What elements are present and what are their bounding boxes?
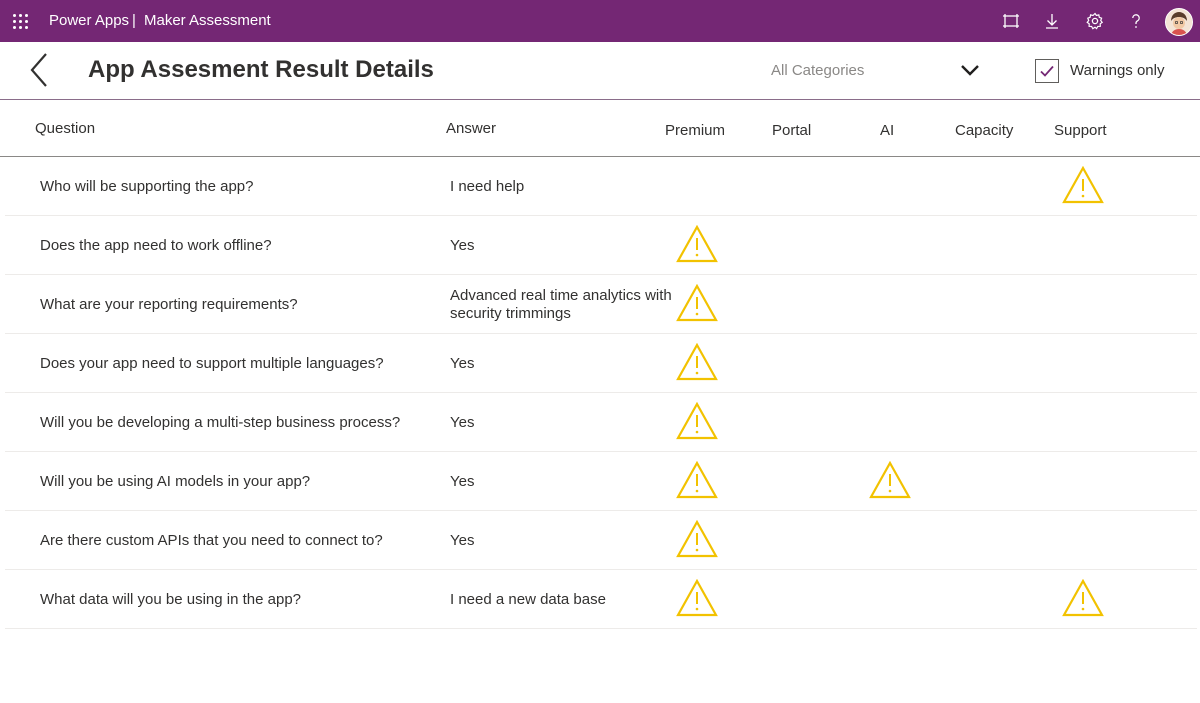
- warning-icon: [676, 343, 718, 381]
- page-title: App Assesment Result Details: [88, 56, 434, 83]
- chevron-down-icon[interactable]: [960, 62, 980, 78]
- table-header: Question Answer Premium Portal AI Capaci…: [0, 99, 1200, 157]
- question-cell: Who will be supporting the app?: [40, 178, 254, 195]
- table-row[interactable]: Are there custom APIs that you need to c…: [5, 511, 1197, 570]
- app-name[interactable]: Power Apps: [49, 12, 130, 29]
- question-cell: Will you be using AI models in your app?: [40, 473, 311, 490]
- answer-cell: I need a new data base: [450, 591, 606, 608]
- table-row[interactable]: Will you be developing a multi-step busi…: [5, 393, 1197, 452]
- answer-cell: I need help: [450, 178, 525, 195]
- warning-icon: [676, 520, 718, 558]
- page-header: App Assesment Result Details All Categor…: [0, 42, 1200, 100]
- category-select-value: All Categories: [771, 62, 865, 79]
- warning-icon: [676, 284, 718, 322]
- gear-icon[interactable]: [1085, 11, 1105, 31]
- answer-cell: Yes: [450, 473, 475, 490]
- answer-cell: Advanced real time analytics with securi…: [450, 287, 672, 322]
- table-row[interactable]: What are your reporting requirements? Adv…: [5, 275, 1197, 334]
- table-row[interactable]: What data will you be using in the app? I…: [5, 570, 1197, 629]
- download-icon[interactable]: [1042, 11, 1062, 31]
- question-cell: Will you be developing a multi-step busi…: [40, 414, 401, 431]
- question-cell: What data will you be using in the app?: [40, 591, 301, 608]
- warning-icon: [676, 402, 718, 440]
- answer-cell: Yes: [450, 355, 475, 372]
- title-separator: |: [132, 12, 136, 29]
- table-row[interactable]: Does the app need to work offline? Yes: [5, 216, 1197, 275]
- table-row[interactable]: Who will be supporting the app? I need he…: [5, 157, 1197, 216]
- warning-icon: [676, 461, 718, 499]
- column-header-portal: Portal: [772, 122, 812, 139]
- column-header-ai: AI: [880, 122, 895, 139]
- column-header-capacity: Capacity: [955, 122, 1014, 139]
- column-header-premium: Premium: [665, 122, 726, 139]
- back-arrow-icon[interactable]: [26, 51, 54, 89]
- avatar[interactable]: [1165, 8, 1193, 36]
- answer-cell: Yes: [450, 414, 475, 431]
- category-select[interactable]: All Categories: [770, 52, 985, 90]
- question-cell: Are there custom APIs that you need to c…: [40, 532, 383, 549]
- warning-icon: [869, 461, 911, 499]
- warning-icon: [676, 225, 718, 263]
- answer-cell: Yes: [450, 237, 475, 254]
- app-bar: Power Apps | Maker Assessment: [0, 0, 1200, 42]
- question-cell: What are your reporting requirements?: [40, 296, 298, 313]
- answer-cell: Yes: [450, 532, 475, 549]
- warnings-only-checkbox[interactable]: [1035, 59, 1059, 83]
- question-cell: Does your app need to support multiple l…: [40, 355, 384, 372]
- warnings-only-label: Warnings only: [1070, 62, 1165, 79]
- question-cell: Does the app need to work offline?: [40, 237, 272, 254]
- table-row[interactable]: Does your app need to support multiple l…: [5, 334, 1197, 393]
- column-header-support: Support: [1054, 122, 1107, 139]
- warning-icon: [676, 579, 718, 617]
- waffle-icon[interactable]: [13, 14, 28, 29]
- help-icon[interactable]: [1126, 11, 1146, 31]
- column-header-question: Question: [35, 120, 96, 137]
- warning-icon: [1062, 579, 1104, 617]
- fit-screen-icon[interactable]: [1001, 11, 1021, 31]
- table-row[interactable]: Will you be using AI models in your app?…: [5, 452, 1197, 511]
- checkmark-icon: [1040, 65, 1054, 77]
- warning-icon: [1062, 166, 1104, 204]
- column-header-answer: Answer: [446, 120, 497, 137]
- app-title: Maker Assessment: [144, 12, 271, 29]
